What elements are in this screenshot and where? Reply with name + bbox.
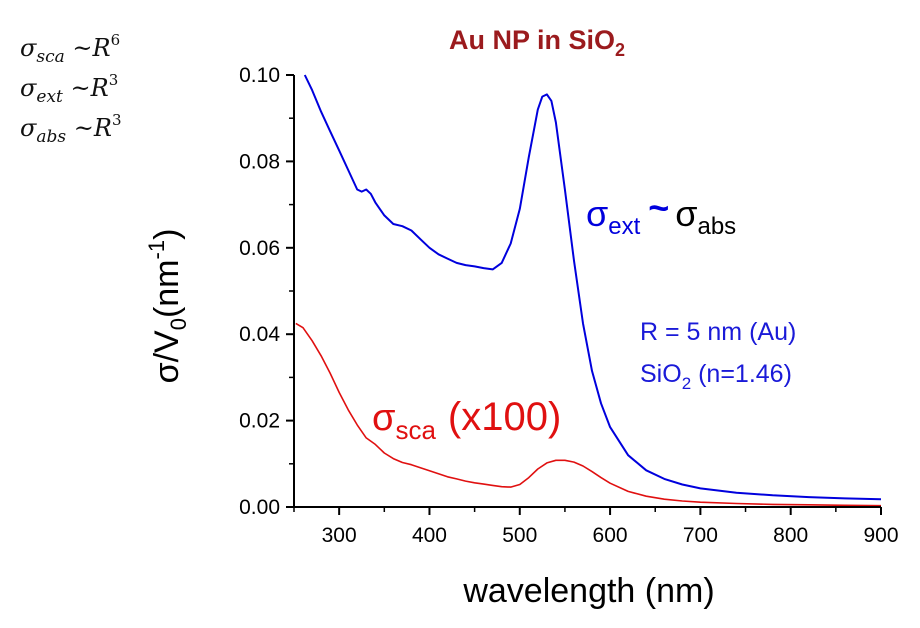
- scaling-law-sca: σsca ~R6: [20, 31, 120, 67]
- x-tick-label: 400: [412, 524, 447, 547]
- x-tick-label: 500: [502, 524, 537, 547]
- params-medium: SiO2 (n=1.46): [640, 360, 792, 393]
- chart-title: Au NP in SiO2: [449, 25, 625, 60]
- scaling-laws: σsca ~R6 σext ~R3 σabs ~R3: [20, 31, 122, 147]
- sca-annotation: σsca (x100): [372, 395, 561, 445]
- scaling-law-ext: σext ~R3: [20, 71, 118, 107]
- y-axis-title: σ/V0(nm-1): [144, 229, 191, 384]
- x-tick-label: 300: [322, 524, 357, 547]
- axes: 0.00 0.02 0.04 0.06 0.08 0.10 300 400 500 600 700 8…: [239, 64, 898, 547]
- y-tick-label: 0.04: [239, 323, 280, 346]
- x-tick-label: 600: [593, 524, 628, 547]
- x-tick-label: 700: [683, 524, 718, 547]
- ext-abs-annotation: σext ~ σabs: [586, 187, 736, 240]
- scaling-law-abs: σabs ~R3: [20, 111, 122, 147]
- y-tick-label: 0.06: [239, 237, 280, 260]
- plot-curves: [295, 74, 882, 507]
- y-tick-label: 0.08: [239, 150, 280, 173]
- y-tick-label: 0.00: [239, 496, 280, 519]
- x-tick-label: 900: [863, 524, 898, 547]
- x-tick-label: 800: [773, 524, 808, 547]
- series-line-ext: [303, 74, 882, 501]
- y-tick-label: 0.10: [239, 64, 280, 87]
- x-axis-title: wavelength (nm): [462, 572, 714, 610]
- series-line-sca: [295, 322, 882, 507]
- params-radius: R = 5 nm (Au): [640, 318, 796, 346]
- y-tick-label: 0.02: [239, 410, 280, 433]
